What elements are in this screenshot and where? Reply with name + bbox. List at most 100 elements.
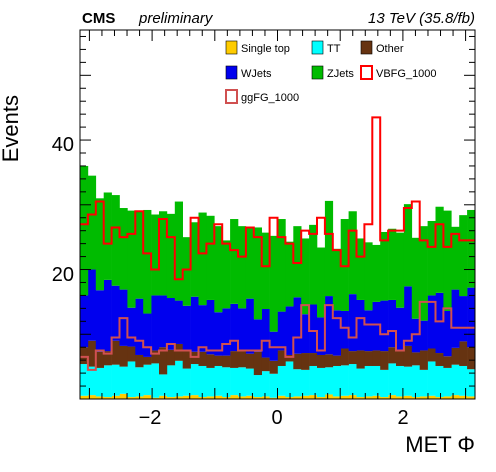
bar-other-38 (380, 351, 389, 370)
bar-single-top-39 (388, 395, 397, 399)
legend-label-other: Other (376, 43, 404, 55)
bar-wjets-32 (332, 310, 341, 356)
bar-zjets-40 (396, 232, 405, 308)
bar-tt-32 (332, 365, 341, 397)
bar-zjets-6 (127, 210, 136, 308)
bar-wjets-43 (419, 320, 428, 351)
legend-label-single-top: Single top (241, 43, 290, 55)
bar-zjets-46 (443, 210, 452, 311)
bar-other-32 (332, 355, 341, 366)
stack-zjets (80, 165, 476, 332)
bar-tt-25 (277, 365, 286, 396)
bar-other-44 (427, 348, 436, 362)
legend-swatch-vbfg-1000 (360, 65, 373, 80)
bar-tt-46 (443, 367, 452, 397)
bar-zjets-34 (348, 211, 357, 295)
bar-zjets-22 (253, 227, 262, 320)
bar-single-top-1 (87, 395, 97, 399)
bar-wjets-12 (174, 300, 183, 344)
bar-zjets-30 (317, 247, 326, 318)
bar-tt-23 (261, 371, 270, 397)
bar-zjets-39 (388, 228, 397, 300)
bar-other-40 (396, 350, 405, 366)
bar-wjets-48 (459, 296, 468, 342)
legend-entry-zjets: ZJets (311, 65, 354, 80)
bar-tt-15 (198, 365, 207, 398)
bar-wjets-46 (443, 310, 452, 357)
bar-tt-20 (238, 367, 247, 397)
legend-entry-tt: TT (311, 40, 341, 55)
bar-zjets-35 (356, 238, 365, 300)
bar-zjets-36 (364, 242, 373, 311)
bar-tt-3 (103, 365, 112, 398)
bar-other-18 (222, 355, 231, 368)
legend-entry-wjets: WJets (225, 65, 272, 80)
bar-single-top-29 (309, 395, 318, 399)
bar-tt-5 (119, 366, 128, 394)
stack-tt (80, 360, 476, 398)
bar-other-2 (95, 351, 104, 368)
bar-single-top-21 (245, 395, 255, 399)
y-tick-label-40: 40 (52, 134, 74, 156)
bar-other-31 (324, 354, 334, 368)
bar-tt-7 (135, 367, 144, 397)
stacked-histogram (80, 165, 476, 399)
bar-tt-37 (372, 365, 381, 396)
line-ggfg-1000 (80, 300, 475, 371)
bar-wjets-13 (182, 305, 191, 350)
bar-tt-22 (253, 375, 262, 398)
y-axis-title: Events (0, 95, 23, 162)
bar-single-top-41 (403, 395, 413, 399)
bar-single-top-49 (467, 396, 476, 399)
bar-tt-24 (269, 373, 278, 398)
bar-tt-47 (451, 364, 460, 396)
axis-ticks (80, 30, 475, 400)
bar-wjets-38 (380, 300, 389, 352)
legend-label-ggfg-1000: ggFG_1000 (241, 92, 299, 104)
bar-wjets-47 (451, 289, 460, 348)
legend: Single top TT Other WJets ZJets VBFG_100… (225, 40, 437, 104)
bar-wjets-25 (277, 311, 286, 351)
bar-tt-17 (214, 365, 223, 396)
x-tick-label-neg2: −2 (139, 407, 162, 429)
bar-other-46 (443, 356, 452, 368)
bar-zjets-45 (435, 206, 444, 293)
bar-zjets-47 (451, 226, 460, 290)
bar-single-top-26 (285, 397, 294, 399)
legend-swatch-tt (311, 40, 324, 55)
bar-tt-33 (340, 365, 349, 396)
bar-zjets-21 (245, 226, 255, 299)
bar-single-top-3 (103, 397, 112, 399)
bar-other-5 (119, 345, 128, 367)
legend-swatch-other (360, 40, 373, 55)
bar-tt-18 (222, 367, 231, 398)
legend-swatch-single-top (225, 40, 238, 55)
bar-other-43 (419, 350, 428, 370)
bar-other-13 (182, 349, 191, 369)
bar-wjets-34 (348, 294, 357, 352)
bar-zjets-37 (372, 244, 381, 302)
bar-tt-6 (127, 361, 136, 398)
bar-wjets-27 (293, 297, 302, 354)
bar-zjets-1 (87, 175, 97, 270)
bar-other-30 (317, 354, 326, 368)
bar-zjets-12 (174, 201, 183, 301)
bar-tt-8 (143, 364, 152, 396)
bar-tt-26 (285, 361, 294, 398)
bar-single-top-17 (214, 395, 223, 399)
bar-tt-38 (380, 369, 389, 398)
legend-entry-single-top: Single top (225, 40, 290, 55)
legend-label-wjets: WJets (241, 68, 272, 80)
bar-tt-2 (95, 367, 104, 397)
signal-histograms (80, 116, 475, 371)
bar-other-37 (372, 350, 381, 366)
bar-wjets-10 (159, 295, 168, 348)
bar-tt-4 (111, 364, 120, 396)
bar-tt-27 (293, 369, 302, 397)
bar-other-6 (127, 346, 136, 362)
bar-zjets-38 (380, 231, 389, 301)
bar-wjets-9 (151, 295, 160, 351)
bar-tt-34 (348, 364, 357, 396)
bar-zjets-25 (277, 219, 286, 312)
bar-other-24 (269, 360, 278, 374)
